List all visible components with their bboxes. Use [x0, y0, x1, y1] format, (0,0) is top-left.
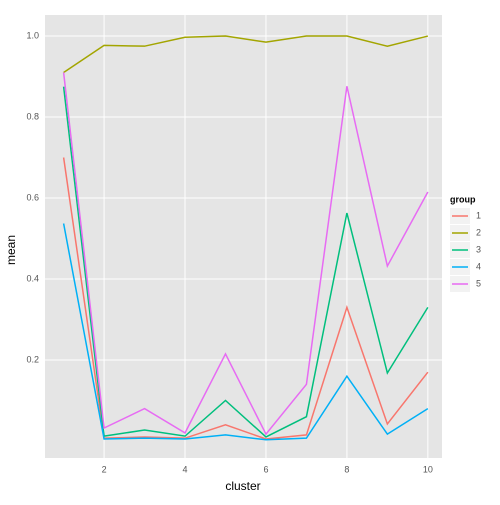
- series-line: [63, 35, 429, 74]
- x-tick-label: 4: [183, 464, 188, 474]
- x-axis-title: cluster: [225, 479, 260, 493]
- series-line: [62, 223, 429, 441]
- y-tick-label: 0.8: [26, 111, 39, 121]
- y-tick-label: 0.6: [26, 192, 39, 202]
- legend-label: 4: [476, 261, 481, 271]
- x-tick-label: 6: [263, 464, 268, 474]
- plot-panel: [45, 15, 442, 458]
- legend-title: group: [450, 194, 476, 204]
- legend-label: 3: [476, 244, 481, 254]
- x-tick-label: 10: [423, 464, 433, 474]
- y-tick-label: 0.2: [26, 354, 39, 364]
- legend-label: 1: [476, 210, 481, 220]
- legend-label: 2: [476, 227, 481, 237]
- series-line: [62, 157, 429, 440]
- legend-label: 5: [476, 278, 481, 288]
- x-tick-label: 2: [102, 464, 107, 474]
- y-axis-title: mean: [4, 235, 18, 265]
- series-line: [62, 72, 429, 436]
- y-tick-label: 1.0: [26, 30, 39, 40]
- y-tick-label: 0.4: [26, 273, 39, 283]
- x-tick-label: 8: [344, 464, 349, 474]
- series-line: [62, 86, 429, 438]
